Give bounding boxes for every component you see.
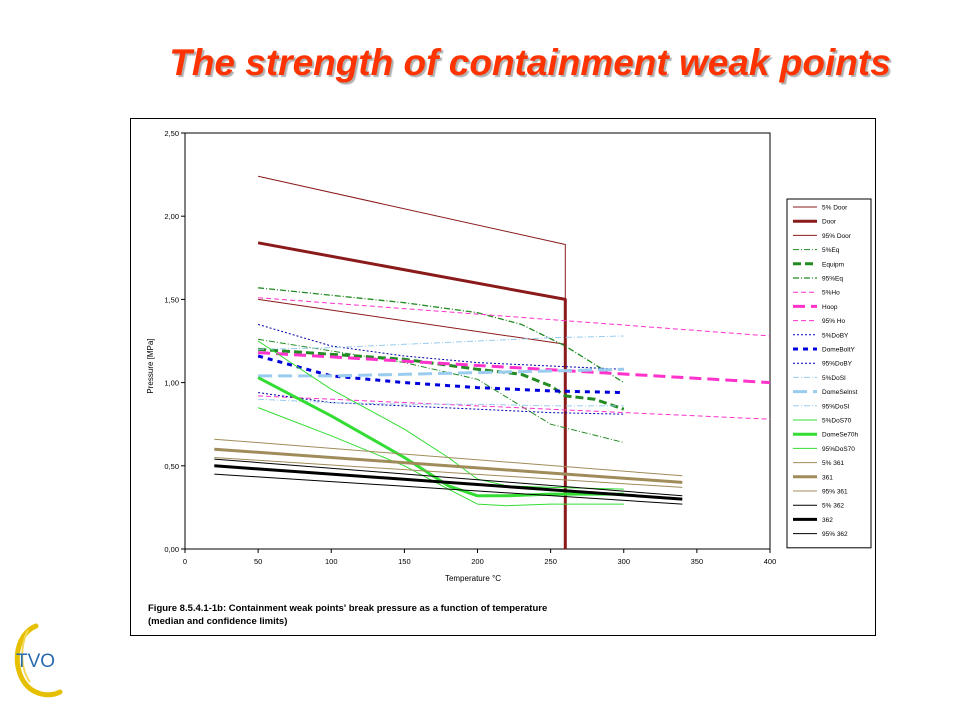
series-line-15 (257, 407, 624, 507)
x-tick-label: 50 (254, 557, 262, 566)
plot-border (184, 132, 771, 550)
legend-label-13: DomeSelnst (822, 389, 858, 396)
legend-label-15: 5%DoS70 (822, 418, 852, 425)
x-tick-label: 300 (617, 557, 630, 566)
legend-box (786, 198, 872, 549)
series-line-2 (258, 298, 566, 345)
x-tick-label: 0 (183, 557, 187, 566)
series-line-8 (258, 297, 771, 337)
y-tick-label: 2,00 (164, 212, 179, 221)
series-line-18 (214, 457, 683, 488)
legend-label-10: DomeBoltY (822, 347, 856, 354)
legend-label-22: 362 (822, 517, 833, 524)
y-tick-label: 0,50 (164, 462, 179, 471)
line-chart: 0 50 100 150 200 250 300 350 400 0,00 0,50 1,00 1,50… (146, 129, 872, 583)
x-tick-label: 250 (544, 557, 557, 566)
caption-line-2: (median and confidence limits) (148, 616, 288, 627)
series-line-11 (257, 323, 624, 370)
x-tick-label: 200 (471, 557, 484, 566)
series-line-5 (258, 287, 625, 384)
legend-label-11: 95%DoBY (822, 361, 853, 368)
legend-label-16: DomeSe70h (822, 432, 859, 439)
legend-label-14: 95%DoSI (822, 403, 850, 410)
caption-line-1: Figure 8.5.4.1-1b: Containment weak poin… (148, 603, 548, 614)
legend-label-20: 95% 361 (822, 489, 848, 496)
legend-label-21: 5% 362 (822, 503, 844, 510)
series-group (214, 175, 771, 549)
legend-label-8: 95% Ho (822, 318, 846, 325)
series-line-16 (257, 376, 624, 498)
series-line-22 (214, 464, 683, 501)
x-tick-label: 350 (691, 557, 704, 566)
legend-label-4: Equipm (822, 261, 844, 268)
legend-label-18: 5% 361 (822, 460, 844, 467)
x-tick-label: 150 (398, 557, 411, 566)
y-tick-label: 2,50 (164, 129, 179, 138)
legend-label-2: 95% Door (822, 233, 852, 240)
series-line-23 (214, 458, 683, 497)
legend-label-5: 95%Eq (822, 276, 843, 283)
legend-label-17: 95%DoS70 (822, 446, 855, 453)
legend-label-7: Hoop (822, 304, 838, 311)
series-line-7 (258, 351, 771, 385)
x-tick-label: 400 (764, 557, 777, 566)
logo-text: TVO (16, 651, 56, 672)
series-line-20 (214, 438, 683, 477)
series-line-10 (257, 354, 624, 395)
legend-label-9: 5%DoBY (822, 332, 849, 339)
x-tick-label: 100 (325, 557, 338, 566)
chart-frame: 0 50 100 150 200 250 300 350 400 0,00 0,50 1,00 1,50… (130, 118, 876, 636)
slide-title: The strength of containment weak points (169, 42, 891, 83)
x-axis-label: Temperature °C (445, 574, 501, 583)
series-line-21 (214, 473, 683, 505)
y-tick-label: 1,50 (164, 295, 179, 304)
legend-label-23: 95% 362 (822, 531, 848, 538)
legend-label-6: 5%Ho (822, 290, 840, 297)
chart-legend: 5% Door Door 95% Door 5%Eq Equipm 95%Eq 5%Ho Ho… (786, 198, 872, 549)
y-axis-label: Pressure [MPa] (146, 338, 155, 393)
series-line-3 (258, 338, 624, 443)
series-line-4 (257, 347, 625, 411)
y-tick-label: 1,00 (164, 379, 179, 388)
legend-label-12: 5%DoSI (822, 375, 846, 382)
series-line-1 (257, 241, 567, 549)
series-line-6 (258, 395, 771, 420)
figure-caption: Figure 8.5.4.1-1b: Containment weak poin… (148, 602, 748, 628)
series-line-9 (258, 392, 624, 415)
legend-label-1: Door (822, 219, 837, 226)
tvo-logo-icon (14, 623, 63, 698)
legend-label-19: 361 (822, 474, 833, 481)
plot-area (184, 132, 771, 550)
series-line-19 (214, 447, 683, 484)
y-tick-label: 0,00 (164, 545, 179, 554)
ticks-group: 0 50 100 150 200 250 300 350 400 0,00 0,50 1,00 1,50… (164, 129, 776, 566)
legend-label-3: 5%Eq (822, 247, 840, 254)
legend-label-0: 5% Door (822, 205, 848, 212)
series-line-13 (258, 367, 624, 378)
